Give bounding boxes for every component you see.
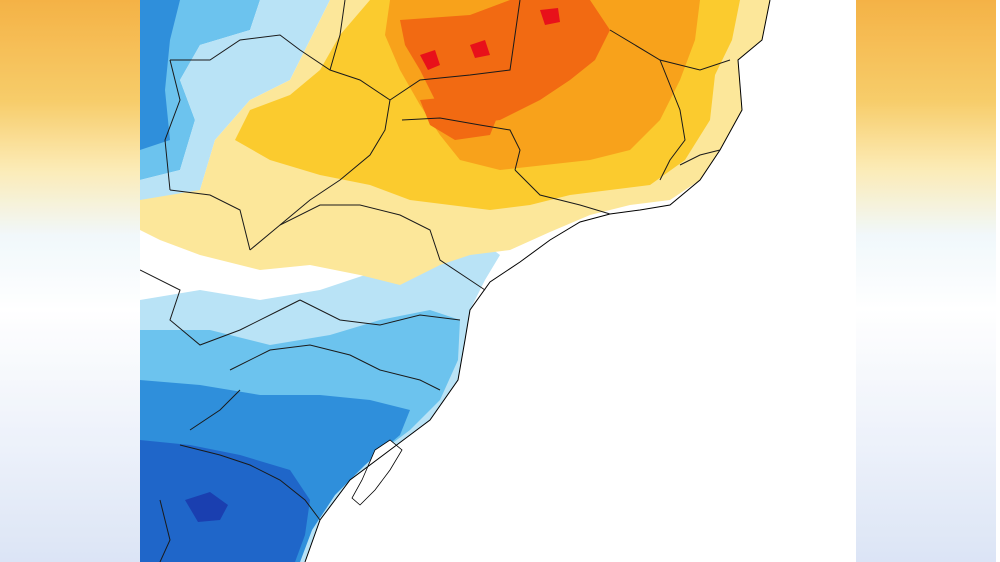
coldest-spot <box>185 492 228 522</box>
strong-hot-spot-3 <box>470 40 490 58</box>
west-cool-band <box>140 0 260 180</box>
state-border-lines <box>140 0 731 562</box>
blurred-backdrop-left <box>0 0 140 562</box>
west-light-cool <box>140 0 330 200</box>
hot-zone <box>400 0 610 125</box>
anomaly-map <box>140 0 856 562</box>
map-svg <box>140 0 856 562</box>
hot-zone-2 <box>420 95 500 140</box>
strong-hot-spot-2 <box>540 8 560 25</box>
coastline <box>304 0 771 562</box>
strong-hot-spot-1 <box>420 50 440 70</box>
lagoon <box>351 439 403 506</box>
west-cooler-band <box>140 0 180 150</box>
blurred-backdrop-right <box>856 0 996 562</box>
colder-zone <box>140 440 310 562</box>
